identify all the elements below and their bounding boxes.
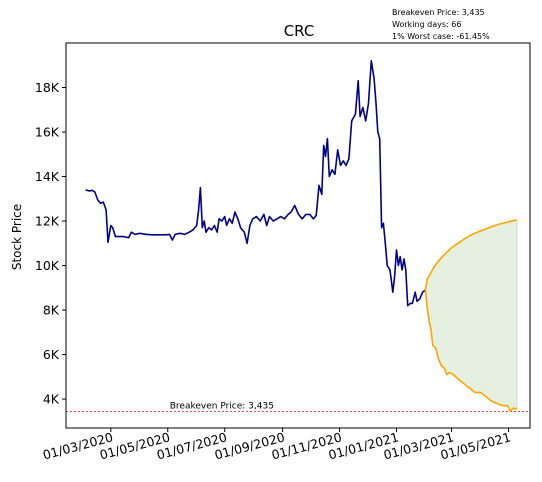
breakeven-label: Breakeven Price: 3,435 (170, 402, 274, 412)
y-tick-label: 8K (43, 303, 60, 318)
y-tick-label: 14K (35, 169, 60, 184)
y-tick-label: 18K (35, 80, 60, 95)
y-axis-label: Stock Price (10, 204, 24, 270)
y-tick-label: 4K (43, 392, 60, 407)
info-working-days: Working days: 66 (392, 20, 461, 30)
forecast-range-band (425, 220, 517, 411)
info-worst-case: 1% Worst case: -61.45% (392, 32, 490, 42)
history-price-line (86, 61, 426, 306)
info-breakeven: Breakeven Price: 3,435 (392, 8, 485, 18)
y-tick-label: 6K (43, 347, 60, 362)
y-tick-label: 16K (35, 125, 60, 140)
chart-title: CRC (284, 22, 315, 40)
y-tick-label: 10K (35, 258, 60, 273)
plot-area: Breakeven Price: 3,435 (66, 61, 530, 412)
y-tick-label: 12K (35, 214, 60, 229)
